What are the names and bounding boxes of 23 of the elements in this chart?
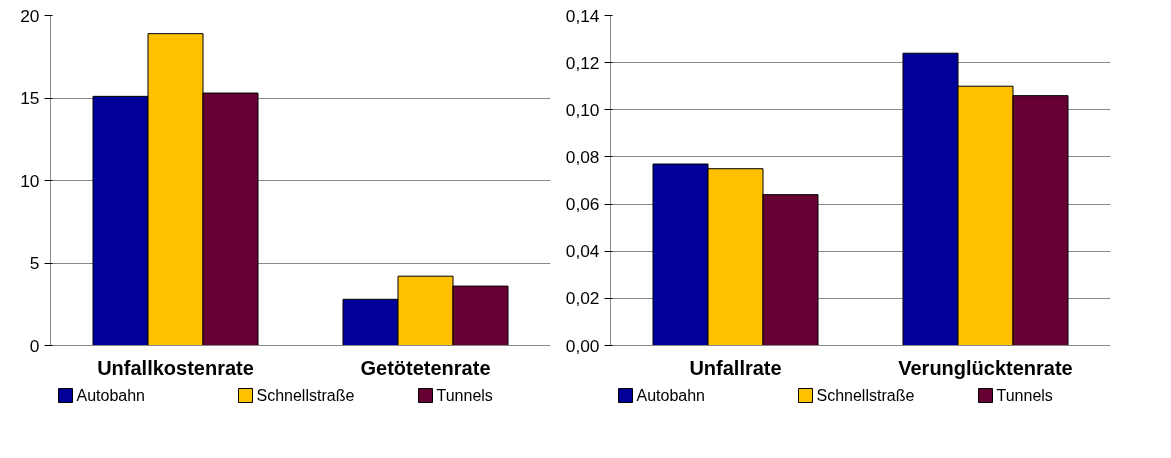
legend-label: Schnellstraße — [256, 387, 355, 404]
x-tick-label: Unfallrate — [689, 356, 782, 379]
y-tick-label: 0,08 — [565, 146, 600, 167]
x-tick-label: Getötetenrate — [360, 356, 491, 379]
y-tick-label: 0,10 — [565, 99, 600, 120]
y-tick-label: 15 — [20, 88, 40, 108]
x-tick-label: Verunglücktenrate — [898, 356, 1073, 379]
y-tick-label: 0,06 — [565, 194, 600, 215]
legend-label: Tunnels — [436, 387, 493, 404]
text: Autobahn — [636, 387, 706, 404]
legend-label: Autobahn — [76, 387, 146, 404]
y-tick-label: 0,00 — [565, 335, 600, 356]
y-tick-label: 0 — [29, 335, 40, 356]
y-tick-label: 20 — [20, 5, 40, 26]
legend-label: Tunnels — [996, 387, 1053, 404]
y-tick-label: 5 — [29, 253, 40, 273]
y-tick-label: 0,02 — [565, 288, 600, 309]
legend-label: Schnellstraße — [816, 387, 915, 404]
x-tick-label: Unfallkostenrate — [97, 356, 254, 379]
y-tick-label: 0,12 — [565, 52, 600, 73]
y-tick-label: 0,04 — [565, 241, 600, 262]
y-tick-label: 10 — [20, 170, 40, 191]
y-tick-label: 0,14 — [565, 5, 600, 26]
